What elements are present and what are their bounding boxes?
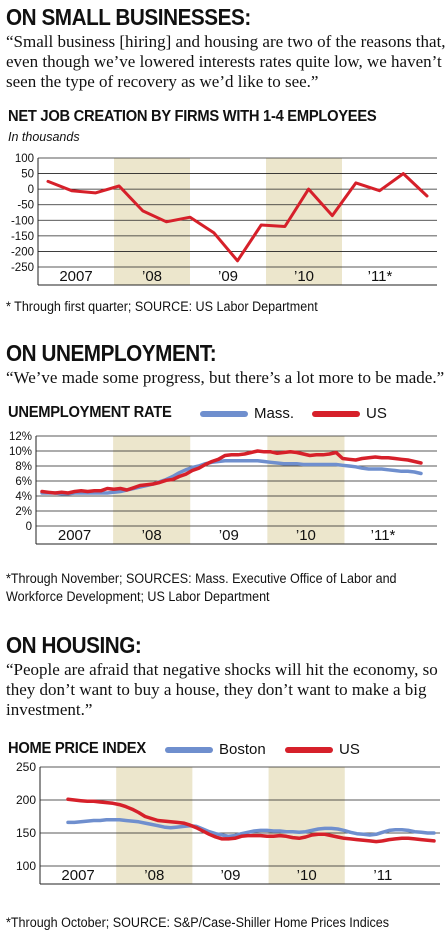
legend-item-us-unemployment: US bbox=[312, 405, 387, 422]
y-tick-label: 200 bbox=[16, 793, 36, 807]
y-tick-label: -100 bbox=[11, 215, 34, 227]
y-tick-label: 0 bbox=[28, 184, 34, 196]
section-heading-housing: ON HOUSING: bbox=[6, 632, 142, 658]
series-line-us bbox=[40, 449, 423, 495]
x-tick-label: ’10 bbox=[296, 527, 316, 544]
shaded-year-band bbox=[268, 767, 345, 884]
y-tick-label: 50 bbox=[21, 169, 34, 181]
x-tick-label: ’08 bbox=[144, 867, 164, 884]
y-tick-label: 4% bbox=[15, 491, 32, 503]
x-tick-label: ’10 bbox=[297, 867, 317, 884]
legend-item-mass: Mass. bbox=[200, 405, 294, 422]
series-line-mass- bbox=[40, 459, 423, 496]
y-tick-label: -200 bbox=[11, 246, 34, 258]
note-job-creation: * Through first quarter; SOURCE: US Labo… bbox=[6, 299, 318, 314]
quote-unemployment: “We’ve made some progress, but there’s a… bbox=[6, 368, 445, 387]
x-tick-label: ’08 bbox=[142, 268, 162, 285]
y-tick-label: -50 bbox=[17, 200, 34, 212]
note-unemployment: *Through November; SOURCES: Mass. Execut… bbox=[6, 571, 397, 604]
quote-small-businesses: “Small business [hiring] and housing are… bbox=[6, 32, 445, 91]
shaded-year-band bbox=[114, 158, 190, 285]
y-tick-label: -150 bbox=[11, 231, 34, 243]
section-heading-unemployment: ON UNEMPLOYMENT: bbox=[6, 340, 217, 366]
legend-label-mass: Mass. bbox=[254, 405, 295, 422]
section-heading-small-businesses: ON SMALL BUSINESSES: bbox=[6, 4, 251, 30]
series-line-us bbox=[66, 797, 436, 844]
x-tick-label: ’09 bbox=[220, 867, 240, 884]
x-tick-label: ’09 bbox=[218, 268, 238, 285]
y-tick-label: 12% bbox=[9, 431, 32, 443]
chart-home-price: 250 200 150 100 2007 ’08 ’09 ’10 ’11 bbox=[16, 760, 440, 885]
y-tick-label: 2% bbox=[15, 506, 32, 518]
y-tick-label: 250 bbox=[16, 760, 36, 774]
note-home-price: *Through October; SOURCE: S&P/Case-Shill… bbox=[6, 915, 390, 930]
legend-swatch-mass bbox=[200, 410, 248, 417]
x-tick-label: ’11* bbox=[368, 268, 393, 285]
y-tick-label: 10% bbox=[9, 446, 32, 458]
x-tick-label: 2007 bbox=[59, 268, 92, 285]
legend-label-boston: Boston bbox=[219, 741, 266, 758]
series-line-red bbox=[46, 172, 429, 263]
x-tick-label: ’11 bbox=[373, 867, 392, 884]
legend-label-us-unemployment: US bbox=[366, 405, 387, 422]
legend-swatch-us-unemployment bbox=[312, 410, 360, 417]
legend-swatch-boston bbox=[165, 746, 213, 753]
y-tick-label: 150 bbox=[16, 826, 36, 840]
x-tick-label: 2007 bbox=[61, 867, 94, 884]
x-tick-label: ’11* bbox=[371, 527, 396, 544]
chart-unemployment: 12% 10% 8% 6% 4% 2% 0 2007 ’08 ’09 ’10 ’11* bbox=[9, 431, 437, 545]
chart-title-home-price: HOME PRICE INDEX bbox=[8, 740, 146, 757]
shaded-year-band bbox=[266, 158, 342, 285]
y-tick-label: 100 bbox=[15, 153, 34, 165]
chart-subtitle-job-creation: In thousands bbox=[8, 130, 80, 144]
legend-label-us-housing: US bbox=[339, 741, 360, 758]
quote-housing: “People are afraid that negative shocks … bbox=[6, 660, 438, 719]
y-tick-label: 0 bbox=[26, 521, 32, 533]
series-line-boston bbox=[66, 818, 436, 839]
x-tick-label: ’10 bbox=[294, 268, 314, 285]
legend-swatch-us-housing bbox=[285, 746, 333, 753]
y-tick-label: 8% bbox=[15, 461, 32, 473]
chart-title-unemployment: UNEMPLOYMENT RATE bbox=[8, 404, 172, 421]
x-tick-label: ’08 bbox=[142, 527, 162, 544]
legend-item-boston: Boston bbox=[165, 741, 266, 758]
x-tick-label: ’09 bbox=[219, 527, 239, 544]
y-tick-label: 100 bbox=[16, 859, 36, 873]
chart-title-job-creation: NET JOB CREATION BY FIRMS WITH 1-4 EMPLO… bbox=[8, 108, 377, 125]
chart-job-creation: 100 50 0 -50 -100 -150 -200 -250 2007 ’08 ’09 ’10 ’1… bbox=[11, 153, 437, 286]
legend-item-us-housing: US bbox=[285, 741, 360, 758]
x-tick-label: 2007 bbox=[58, 527, 91, 544]
y-tick-label: 6% bbox=[15, 476, 32, 488]
y-tick-label: -250 bbox=[11, 262, 34, 274]
